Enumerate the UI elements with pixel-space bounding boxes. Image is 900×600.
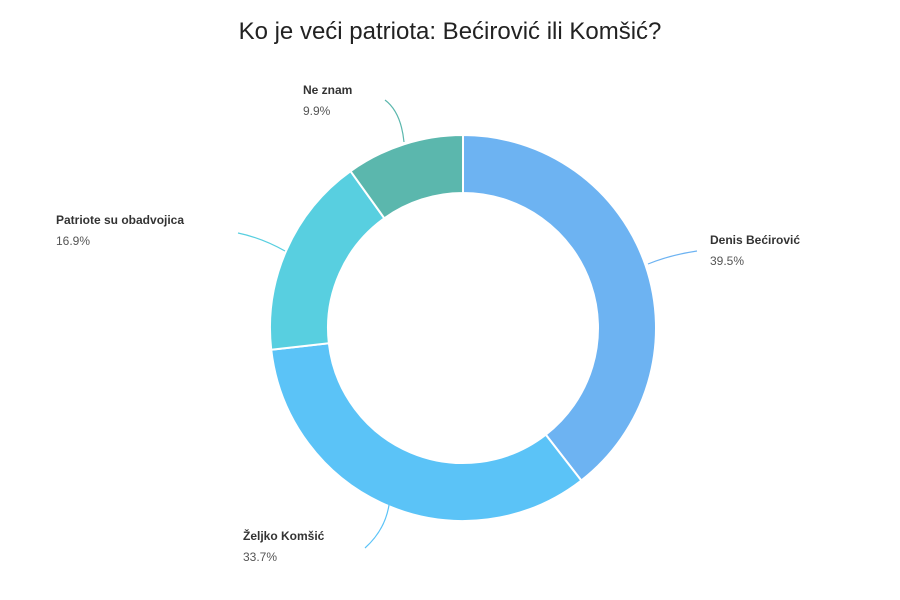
- leader-line-ne-znam: [384, 99, 405, 143]
- leader-lines: [237, 99, 698, 549]
- chart-title: Ko je veći patriota: Bećirović ili Komši…: [238, 18, 662, 45]
- slice-label-name: Denis Bećirović: [710, 233, 801, 247]
- slice-denis[interactable]: [462, 133, 657, 482]
- slice-ne-znam[interactable]: [349, 133, 464, 220]
- slice-label-denis: Denis Bećirović 39.5%: [710, 232, 800, 270]
- slice-label-percent: 39.5%: [710, 254, 745, 268]
- slice-label-patriote: Patriote su obadvojica 16.9%: [56, 212, 184, 250]
- slice-patriote[interactable]: [269, 169, 386, 351]
- slice-label-name: Željko Komšić: [243, 529, 325, 543]
- slice-label-ne-znam: Ne znam 9.9%: [303, 82, 352, 120]
- leader-line-patriote: [237, 232, 286, 252]
- donut-slices: [269, 133, 657, 522]
- slice-label-name: Ne znam: [303, 83, 353, 97]
- slice-label-percent: 16.9%: [56, 234, 91, 248]
- slice-label-zeljko: Željko Komšić 33.7%: [243, 528, 324, 566]
- slice-label-percent: 33.7%: [243, 550, 278, 564]
- slice-label-name: Patriote su obadvojica: [56, 213, 185, 227]
- leader-line-denis: [647, 250, 698, 265]
- leader-line-zeljko: [364, 504, 390, 549]
- slice-zeljko[interactable]: [270, 342, 583, 522]
- slice-label-percent: 9.9%: [303, 104, 331, 118]
